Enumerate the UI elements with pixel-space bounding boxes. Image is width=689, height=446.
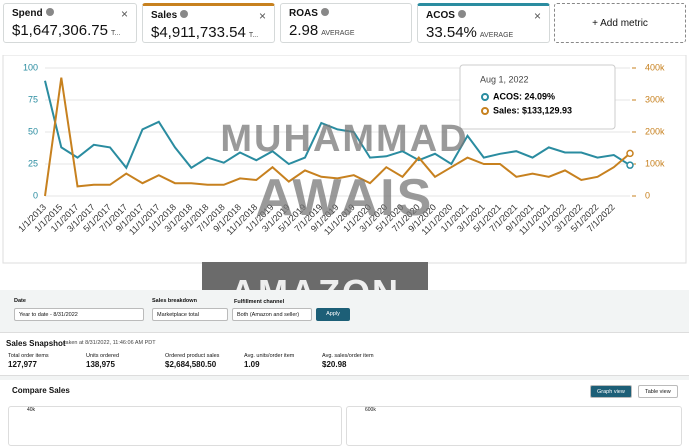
point xyxy=(626,161,634,169)
y-tick-label: 50 xyxy=(28,126,38,136)
info-icon xyxy=(180,10,189,18)
stat-label: Total order items xyxy=(8,353,49,359)
metric-value: $4,911,733.54 T... xyxy=(151,24,266,41)
stat-label: Avg. units/order item xyxy=(244,353,295,359)
stat: Ordered product sales $2,684,580.50 xyxy=(165,353,219,369)
filter-select[interactable]: Year to date - 8/31/2022 xyxy=(14,308,144,321)
watermark-line: AWAIS xyxy=(255,169,434,227)
filter-select[interactable]: Both (Amazon and seller) xyxy=(232,308,312,321)
chart: 02550751000100k200k300k400k1/1/20131/1/2… xyxy=(2,55,687,264)
stat: Total order items 127,977 xyxy=(8,353,49,369)
metric-suffix: T... xyxy=(110,30,121,37)
info-icon xyxy=(45,8,54,16)
metric-card[interactable]: ACOS × 33.54% AVERAGE xyxy=(417,3,550,43)
mini-chart: 600k xyxy=(346,406,682,446)
y2-tick-label: 200k xyxy=(645,126,665,136)
metric-value: 2.98 AVERAGE xyxy=(289,22,403,39)
metric-number: 33.54% xyxy=(426,24,477,41)
close-icon[interactable]: × xyxy=(258,9,266,23)
y-tick-label: 100 xyxy=(23,62,38,72)
close-icon[interactable]: × xyxy=(533,9,541,23)
mini-tick: 40k xyxy=(27,407,36,413)
metric-name: Sales xyxy=(151,10,178,21)
metric-label: Spend xyxy=(12,8,128,19)
metric-card[interactable]: ROAS 2.98 AVERAGE xyxy=(280,3,412,43)
metric-suffix: T... xyxy=(248,32,259,39)
tooltip xyxy=(459,64,616,130)
series-line xyxy=(44,77,631,197)
y-tick-label: 0 xyxy=(33,190,38,200)
series-line xyxy=(44,80,631,170)
metric-name: ACOS xyxy=(426,10,455,21)
mini-tick: 600k xyxy=(365,407,376,413)
tooltip-date: Aug 1, 2022 xyxy=(480,74,529,84)
metric-card[interactable]: Sales × $4,911,733.54 T... xyxy=(142,3,275,43)
metric-name: Spend xyxy=(12,8,43,19)
table-view[interactable]: Table view xyxy=(638,385,678,398)
stat-label: Avg. sales/order item xyxy=(322,353,374,359)
metric-label: ROAS xyxy=(289,8,403,19)
metric-number: $1,647,306.75 xyxy=(12,22,108,39)
metric-label: Sales xyxy=(151,10,266,21)
close-icon[interactable]: × xyxy=(120,7,128,21)
snapshot-title: Sales Snapshot xyxy=(6,339,66,348)
sales-snapshot: Sales Snapshot taken at 8/31/2022, 11:46… xyxy=(0,332,689,376)
bottom-section: Date Year to date - 8/31/2022 Sales breakd… xyxy=(0,290,689,446)
stat-value: $20.98 xyxy=(322,360,347,369)
y2-tick-label: 400k xyxy=(645,62,665,72)
point xyxy=(626,149,634,158)
stat-label: Units ordered xyxy=(86,353,120,359)
snapshot-time: taken at 8/31/2022, 11:46:06 AM PDT xyxy=(64,340,156,346)
y2-tick-label: 300k xyxy=(645,94,665,104)
stat-label: Ordered product sales xyxy=(165,353,220,359)
mini-chart: 40k xyxy=(8,406,342,446)
metric-number: 2.98 xyxy=(289,22,319,39)
stat: Avg. units/order item 1.09 xyxy=(244,353,294,369)
filter-label: Date xyxy=(14,298,26,304)
metric-name: ROAS xyxy=(289,8,318,19)
y2-tick-label: 0 xyxy=(645,190,650,200)
info-icon xyxy=(457,10,466,18)
tooltip-line: ACOS: 24.09% xyxy=(493,91,555,101)
add-metric[interactable]: + Add metric xyxy=(554,3,686,43)
metric-label: ACOS xyxy=(426,10,541,21)
filter-label: Fulfillment channel xyxy=(234,299,285,305)
metric-value: $1,647,306.75 T... xyxy=(12,22,128,39)
metric-value: 33.54% AVERAGE xyxy=(426,24,541,41)
tooltip-key xyxy=(481,107,489,115)
stat-value: 138,975 xyxy=(86,360,115,369)
y2-tick-label: 100k xyxy=(645,158,665,168)
stat: Units ordered 138,975 xyxy=(86,353,119,369)
stat-value: $2,684,580.50 xyxy=(165,360,217,369)
metric-suffix: AVERAGE xyxy=(479,32,514,39)
apply-button[interactable]: Apply xyxy=(316,308,350,321)
compare-title: Compare Sales xyxy=(12,386,70,395)
filter-label: Sales breakdown xyxy=(152,298,197,304)
tooltip-key xyxy=(481,93,489,101)
graph-view[interactable]: Graph view xyxy=(590,385,632,398)
stat-value: 1.09 xyxy=(244,360,260,369)
y-tick-label: 75 xyxy=(28,94,38,104)
y-tick-label: 25 xyxy=(28,158,38,168)
watermark-line: MUHAMMAD xyxy=(220,118,469,160)
filter-select[interactable]: Marketplace total xyxy=(152,308,228,321)
tooltip-line: Sales: $133,129.93 xyxy=(493,105,572,115)
compare-sales: Compare Sales Graph view Table view 40k … xyxy=(0,380,689,446)
stat-value: 127,977 xyxy=(8,360,37,369)
info-icon xyxy=(320,8,329,16)
metric-card[interactable]: Spend × $1,647,306.75 T... xyxy=(3,3,137,43)
metric-number: $4,911,733.54 xyxy=(151,24,246,41)
metric-suffix: AVERAGE xyxy=(321,30,355,37)
stat: Avg. sales/order item $20.98 xyxy=(322,353,374,369)
